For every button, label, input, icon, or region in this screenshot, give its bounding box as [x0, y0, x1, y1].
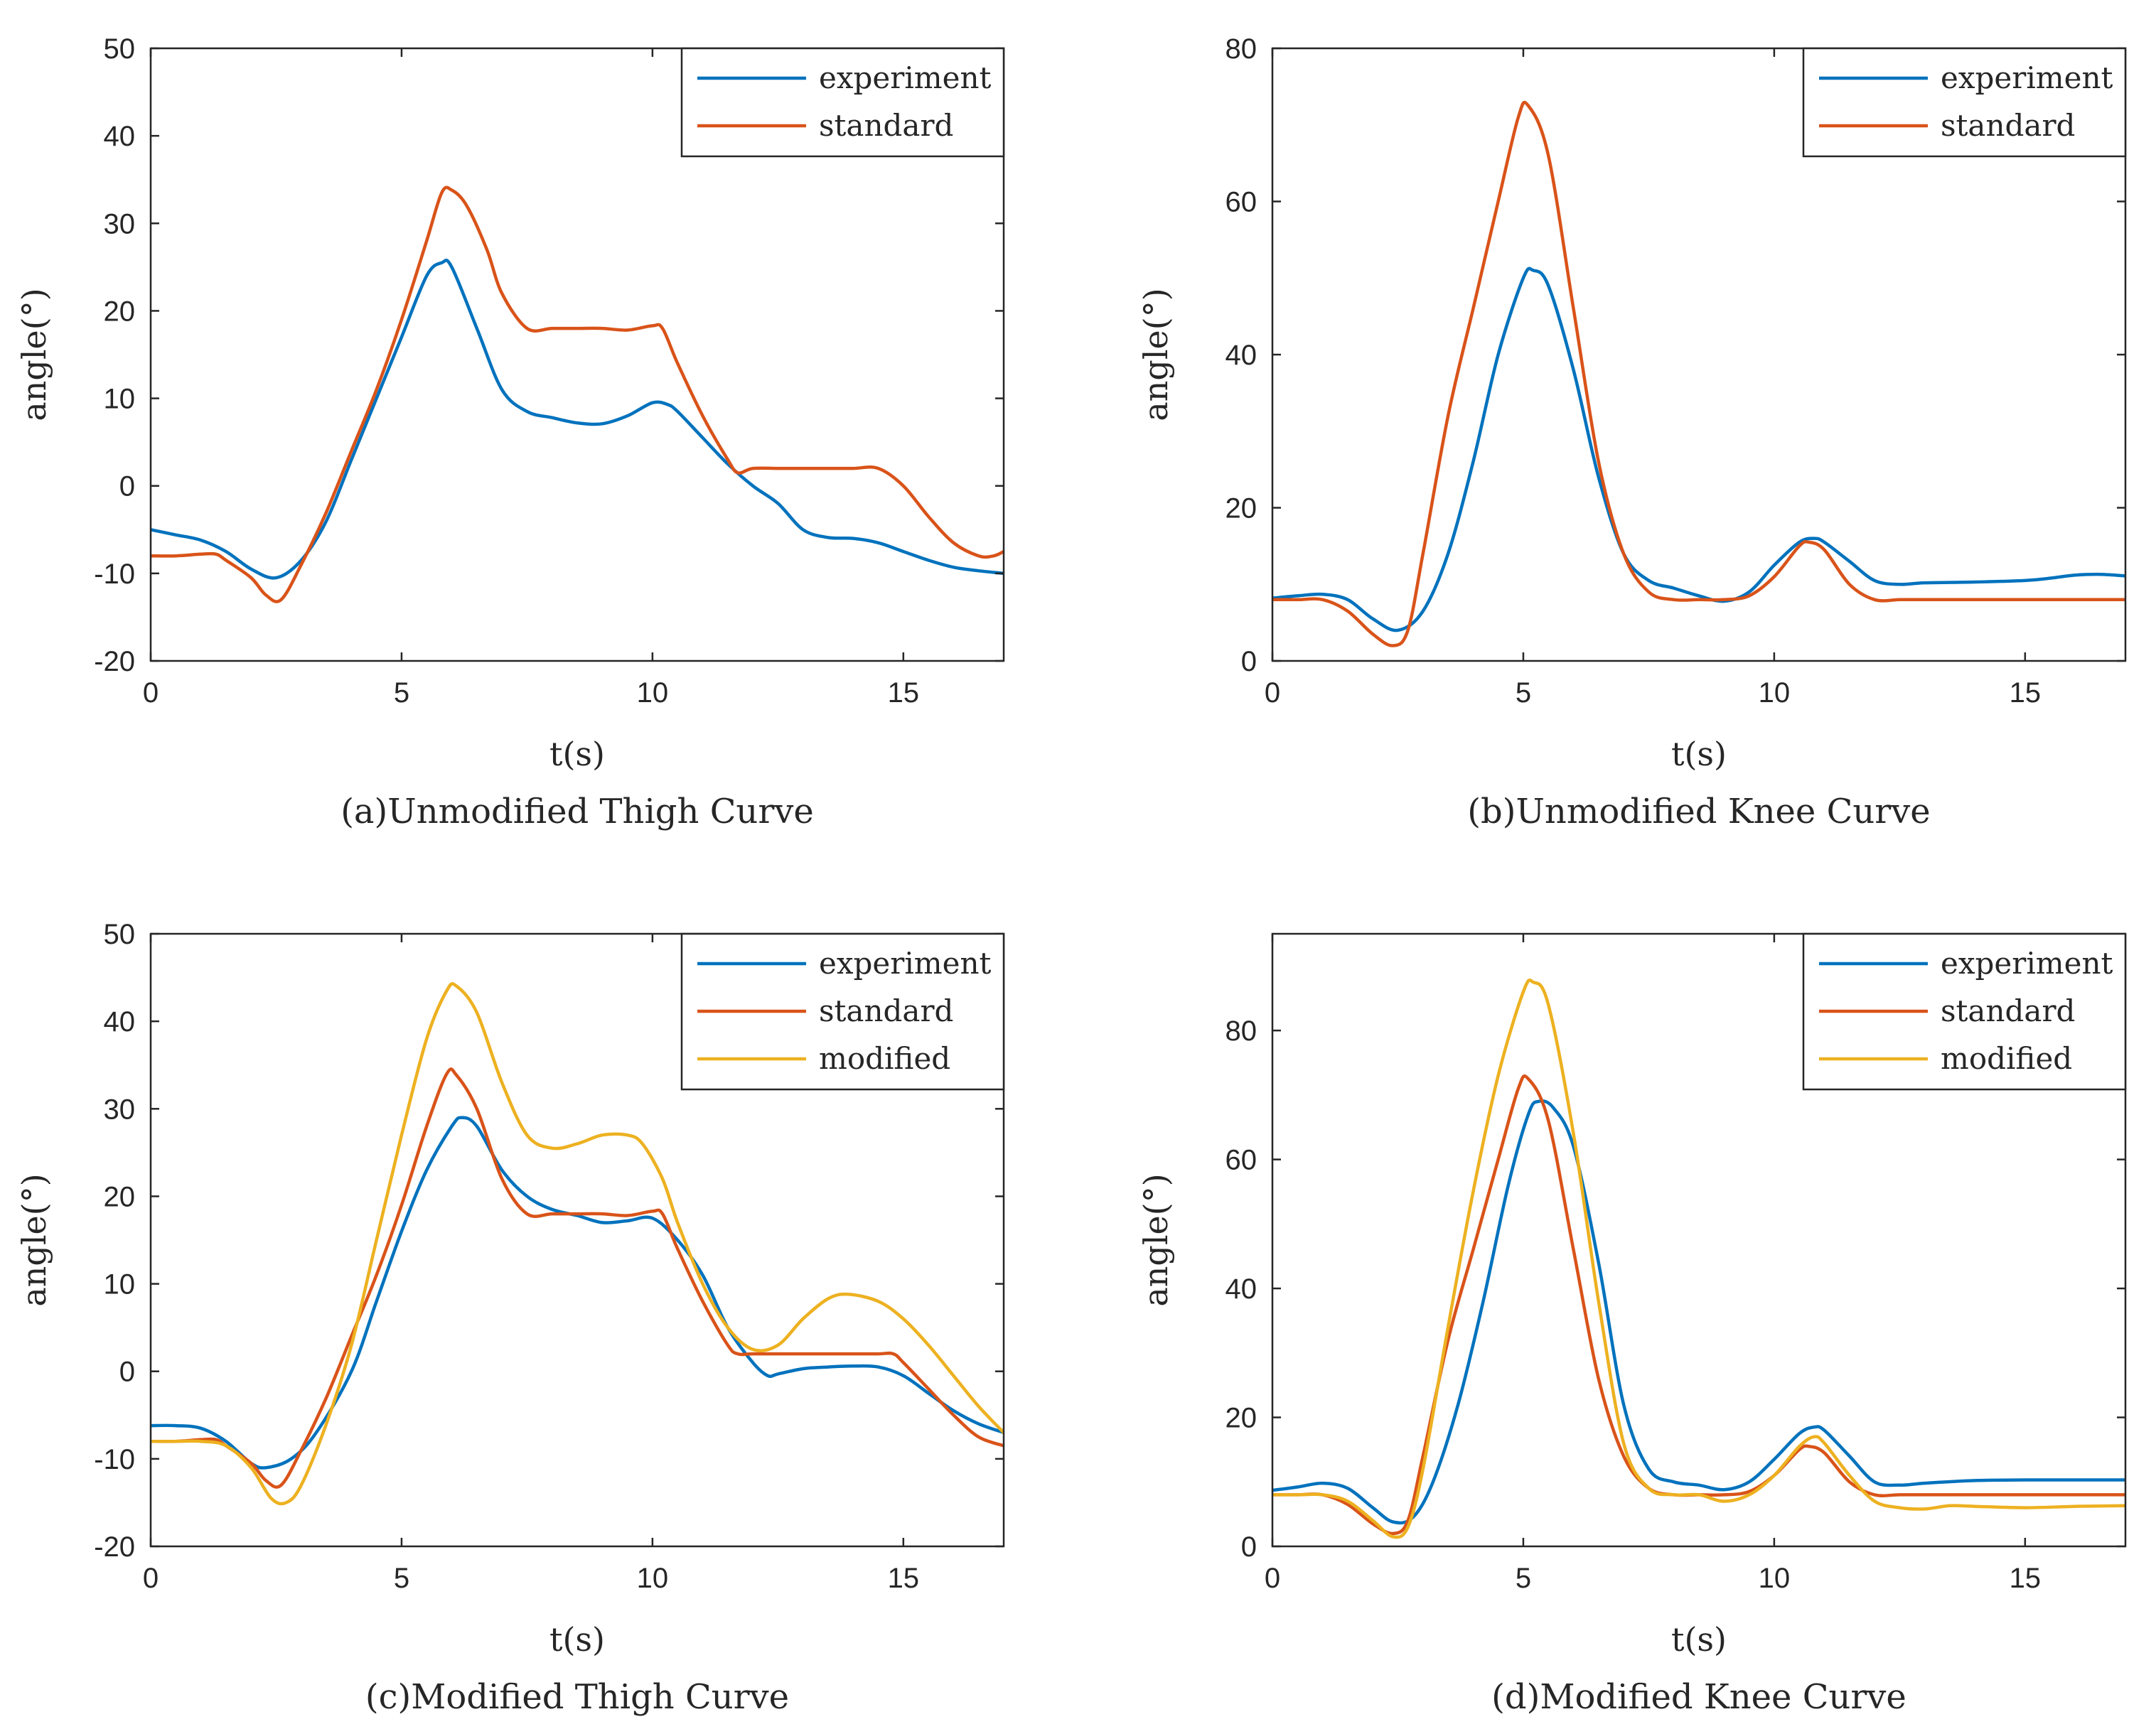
y-tick-label: 0 — [119, 471, 135, 502]
x-axis-label: t(s) — [1671, 1620, 1727, 1659]
x-tick-label: 0 — [1265, 677, 1280, 709]
chart-caption: (a)Unmodified Thigh Curve — [340, 792, 814, 831]
plot-frame — [149, 47, 1005, 662]
x-tick-label: 15 — [2010, 1563, 2042, 1594]
legend-label-modified: modified — [819, 1041, 950, 1076]
legend-label-standard: standard — [819, 993, 953, 1028]
x-tick-label: 15 — [888, 677, 920, 709]
legend: experiment standard modified — [680, 932, 1005, 1091]
series-line-standard — [151, 1067, 1004, 1489]
y-tick-label: -10 — [94, 1444, 135, 1475]
legend-label-modified: modified — [1941, 1041, 2072, 1076]
series-line-standard — [1272, 100, 2125, 647]
chart-panel-a: 0 5 10 15 -20 -10 0 10 20 30 40 50 t(s) angle(°) (a)Un… — [15, 33, 1005, 831]
series-line-modified — [151, 982, 1004, 1506]
series-line-experiment — [1272, 266, 2125, 632]
y-tick-label: 20 — [1226, 493, 1257, 524]
y-axis-label: angle(°) — [1137, 1173, 1175, 1306]
series-line-standard — [151, 185, 1004, 603]
y-tick-label: 20 — [104, 1181, 136, 1212]
legend-label-standard: standard — [1941, 993, 2075, 1028]
legend-label-experiment: experiment — [1941, 946, 2113, 981]
x-tick-label: 0 — [1265, 1563, 1280, 1594]
series-line-experiment — [151, 1116, 1004, 1470]
legend: experiment standard — [680, 47, 1005, 158]
plot-frame — [1271, 932, 2127, 1548]
x-tick-label: 15 — [888, 1563, 920, 1594]
series-group — [151, 185, 1004, 603]
y-tick-label: 40 — [1226, 1273, 1257, 1305]
y-tick-label: 60 — [1226, 1145, 1257, 1176]
x-tick-label: 5 — [1516, 677, 1531, 709]
y-tick-label: 50 — [104, 919, 136, 950]
x-axis-label: t(s) — [549, 735, 605, 773]
y-tick-label: 50 — [104, 33, 136, 65]
legend-label-experiment: experiment — [819, 946, 992, 981]
y-tick-label: -20 — [94, 1531, 135, 1563]
x-tick-label: 15 — [2010, 677, 2042, 709]
x-tick-label: 10 — [1759, 1563, 1791, 1594]
plot-frame — [149, 932, 1005, 1548]
chart-caption: (d)Modified Knee Curve — [1491, 1677, 1906, 1717]
legend-box — [680, 47, 1005, 158]
y-tick-label: 20 — [1226, 1403, 1257, 1434]
series-line-experiment — [151, 259, 1004, 580]
y-tick-label: 0 — [1241, 1531, 1257, 1563]
x-tick-label: 10 — [1759, 677, 1791, 709]
x-axis-label: t(s) — [549, 1620, 605, 1659]
y-tick-label: 40 — [1226, 340, 1257, 371]
chart-panel-b: 0 5 10 15 0 20 40 60 80 t(s) angle(°) (b)Unmodified… — [1137, 33, 2127, 831]
chart-panel-c: 0 5 10 15 -20 -10 0 10 20 30 40 50 t(s) angle(°) (c)Mo… — [15, 919, 1005, 1717]
legend-box — [1802, 47, 2127, 158]
x-tick-label: 5 — [394, 677, 409, 709]
legend-label-experiment: experiment — [1941, 60, 2113, 95]
x-tick-label: 5 — [394, 1563, 409, 1594]
y-tick-label: 10 — [104, 1269, 136, 1300]
x-tick-label: 5 — [1516, 1563, 1531, 1594]
series-group — [1272, 979, 2125, 1539]
y-axis-label: angle(°) — [1137, 288, 1175, 421]
legend-label-experiment: experiment — [819, 60, 992, 95]
y-tick-label: -20 — [94, 646, 135, 677]
y-axis-label: angle(°) — [15, 288, 53, 421]
chart-caption: (c)Modified Thigh Curve — [365, 1677, 789, 1717]
y-tick-label: -10 — [94, 559, 135, 590]
y-tick-label: 0 — [119, 1357, 135, 1388]
legend-label-standard: standard — [1941, 108, 2075, 143]
y-tick-label: 80 — [1226, 1016, 1257, 1047]
y-tick-label: 60 — [1226, 187, 1257, 218]
y-tick-label: 40 — [104, 1006, 136, 1038]
x-tick-label: 0 — [143, 1563, 159, 1594]
y-tick-label: 30 — [104, 208, 136, 239]
chart-panel-d: 0 5 10 15 0 20 40 60 80 t(s) angle(°) (d)Modified K… — [1137, 932, 2127, 1717]
legend: experiment standard — [1802, 47, 2127, 158]
series-line-standard — [1272, 1074, 2125, 1536]
series-group — [1272, 100, 2125, 647]
legend: experiment standard modified — [1802, 932, 2127, 1091]
series-line-experiment — [1272, 1099, 2125, 1525]
y-tick-label: 40 — [104, 121, 136, 152]
y-tick-label: 80 — [1226, 33, 1257, 65]
series-line-modified — [1272, 979, 2125, 1539]
y-tick-label: 0 — [1241, 646, 1257, 677]
y-axis-label: angle(°) — [15, 1173, 53, 1306]
y-tick-label: 30 — [104, 1094, 136, 1125]
y-tick-label: 10 — [104, 384, 136, 415]
y-tick-label: 20 — [104, 296, 136, 327]
chart-caption: (b)Unmodified Knee Curve — [1467, 792, 1930, 831]
legend-label-standard: standard — [819, 108, 953, 143]
series-group — [151, 982, 1004, 1506]
x-axis-label: t(s) — [1671, 735, 1727, 773]
x-tick-label: 10 — [637, 677, 669, 709]
x-tick-label: 10 — [637, 1563, 669, 1594]
x-tick-label: 0 — [143, 677, 159, 709]
